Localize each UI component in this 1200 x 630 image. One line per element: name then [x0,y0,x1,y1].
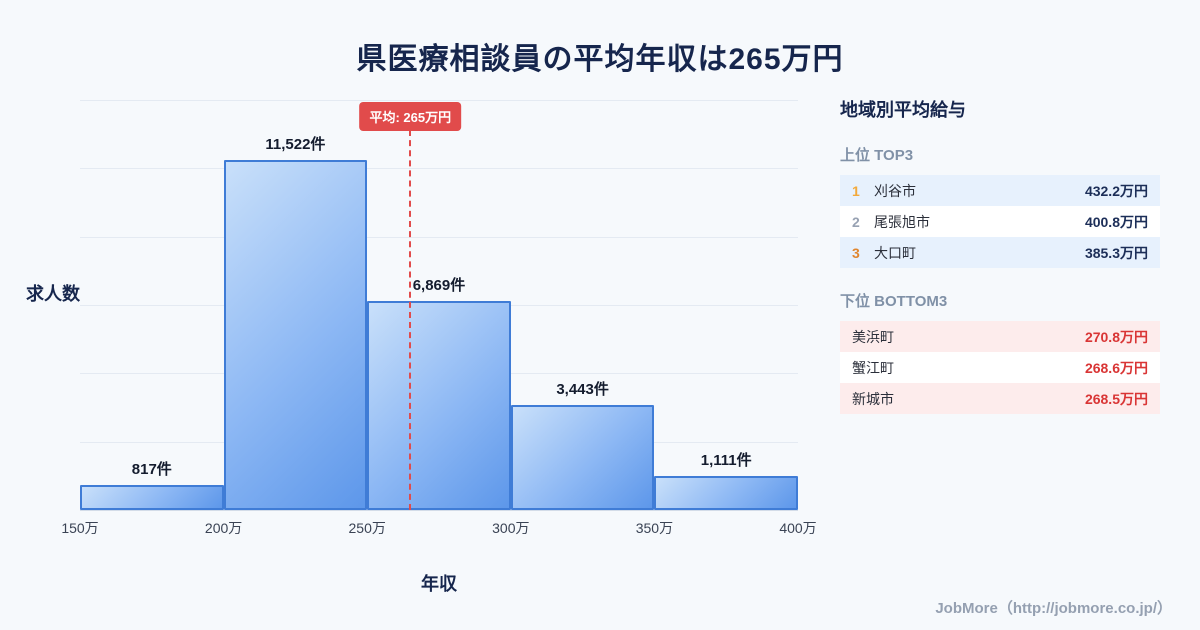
x-tick: 350万 [635,520,674,536]
x-tick: 250万 [348,520,386,536]
bar-value-label: 3,443件 [556,381,609,399]
bottom3-table: 美浜町 270.8万円蟹江町 268.6万円新城市 268.5万円 [840,321,1160,414]
region-value: 268.6万円 [1084,359,1148,376]
region-value: 270.8万円 [1084,328,1148,345]
region-name: 刈谷市 [874,182,916,199]
x-axis-label: 年収 [421,574,457,594]
region-value: 385.3万円 [1084,244,1148,261]
bottom3-heading: 下位 BOTTOM3 [840,293,948,310]
region-name: 新城市 [852,390,894,407]
gridline [80,100,798,101]
x-tick: 400万 [779,520,817,536]
region-name: 美浜町 [852,328,894,345]
x-tick: 300万 [492,520,530,536]
table-row: 1 刈谷市 432.2万円 [840,175,1160,206]
bar-150万-200万 [80,485,224,510]
plot-area: 817件 11,522件 6,869件 3,443件 1,111件 150万 200万 250… [61,100,817,536]
region-name: 尾張旭市 [874,213,930,230]
table-row: 3 大口町 385.3万円 [840,237,1160,268]
bar-200万-250万 [223,160,368,510]
region-salary-sidebar: 地域別平均給与 上位 TOP3 1 刈谷市 432.2万円 2 尾張旭市 400.8万円 3… [840,96,1160,414]
bar-value-label: 817件 [131,461,172,479]
region-value: 268.5万円 [1084,390,1148,407]
rank-badge: 2 [852,213,860,230]
bar-value-label: 1,111件 [700,452,752,470]
bar-value-label: 6,869件 [412,277,466,295]
page-title: 県医療相談員の平均年収は265万円 [356,43,844,76]
table-row: 蟹江町 268.6万円 [840,352,1160,383]
table-row: 新城市 268.5万円 [840,383,1160,414]
rank-badge: 3 [852,244,860,261]
gridline [80,510,798,511]
table-row: 美浜町 270.8万円 [840,321,1160,352]
table-row: 2 尾張旭市 400.8万円 [840,206,1160,237]
top3-table: 1 刈谷市 432.2万円 2 尾張旭市 400.8万円 3 大口町 385.3万円 [840,175,1160,268]
region-value: 432.2万円 [1084,182,1148,199]
gridline [80,236,798,238]
footer-credit: JobMore（http://jobmore.co.jp/） [935,600,1172,617]
top3-heading: 上位 TOP3 [840,147,914,164]
bar-250万-300万 [367,301,511,510]
bar-300万-350万 [510,405,655,510]
rank-badge: 1 [852,182,860,199]
average-line [409,130,412,510]
bar-350万-400万 [654,476,798,510]
x-tick: 200万 [204,520,243,536]
region-name: 蟹江町 [852,359,894,376]
bar-value-label: 11,522件 [265,136,326,154]
region-value: 400.8万円 [1084,213,1148,230]
region-name: 大口町 [874,244,916,261]
sidebar-title: 地域別平均給与 [840,100,966,120]
average-badge: 平均: 265万円 [359,102,462,131]
y-axis-label: 求人数 [26,284,80,304]
x-tick: 150万 [61,520,99,536]
gridline [80,168,798,170]
